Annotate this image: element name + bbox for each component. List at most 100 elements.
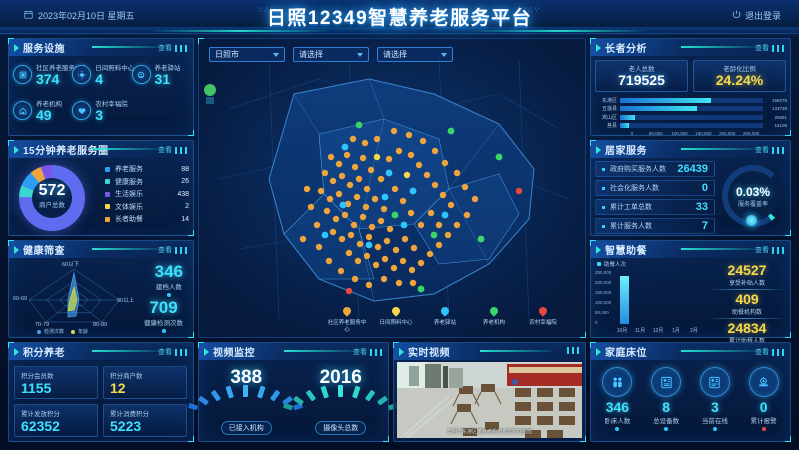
panel-home-service: 居家服务 查看 政府购买服务人数 26439 社会化服务人数 0 累计工单总数 33 …	[590, 140, 791, 236]
more-button[interactable]: 查看	[755, 245, 784, 255]
panel-header: 实时视频	[394, 343, 585, 360]
legend-value: 88	[181, 165, 189, 173]
legend-item[interactable]: 生活娱乐 438	[105, 188, 189, 201]
legend-item[interactable]: 健康服务 26	[105, 176, 189, 189]
more-button[interactable]: 查看	[755, 43, 784, 53]
power-icon	[732, 10, 741, 21]
map-city-select[interactable]: 日照市	[209, 47, 285, 62]
map-marker-highlight	[203, 83, 217, 110]
points-card[interactable]: 积分商户数 12	[103, 366, 187, 399]
points-card[interactable]: 积分会员数 1155	[14, 366, 98, 399]
header-bar: 2023年02月10日 星期五 ∵∴∵ ∵∴∵ 日照12349智慧养老服务平台 …	[0, 0, 799, 37]
panel-header: 家庭床位 查看	[591, 343, 790, 360]
card-value: 24.24%	[715, 72, 764, 88]
select-value: 日照市	[215, 50, 239, 59]
facility-item[interactable]: 日间照料中心 4	[72, 62, 134, 87]
home-service-list: 政府购买服务人数 26439 社会化服务人数 0 累计工单总数 33 累计服务人数 7	[591, 158, 719, 234]
more-label: 查看	[755, 45, 769, 52]
chevron-down-icon	[273, 52, 279, 57]
home-service-row[interactable]: 累计工单总数 33	[595, 199, 715, 215]
axis-tick: 150,000	[595, 290, 612, 295]
meal-stat: 409 助餐机构数	[708, 290, 786, 318]
video-caption: 已接入机构	[220, 421, 272, 435]
building-icon	[13, 65, 32, 84]
facility-item[interactable]: 农村幸福院 3	[72, 98, 131, 123]
facility-value: 4	[95, 71, 104, 87]
station-icon	[131, 65, 151, 84]
map-legend-item[interactable]: 日间照料中心	[376, 305, 416, 333]
map-markers[interactable]	[199, 39, 585, 337]
more-button[interactable]: 查看	[158, 347, 187, 357]
live-video-feed[interactable]: 日照市东港区某养老机构食堂实时画面	[397, 362, 582, 438]
more-label: 查看	[158, 349, 172, 356]
panel-title: 家庭床位	[605, 348, 647, 359]
axis-tick: 50,000	[595, 310, 609, 315]
radar-axis-label: 90以上	[117, 298, 135, 304]
stat-value: 24527	[727, 262, 767, 278]
legend-label: 健康服务	[115, 178, 143, 186]
bar-track	[620, 123, 763, 129]
triangle-icon	[399, 347, 404, 356]
bed-item[interactable]: 8 总设备数	[642, 367, 691, 431]
facility-item[interactable]: 社区养老服务中心 374	[13, 62, 88, 87]
donut-legend: 养老服务 88 健康服务 26 生活娱乐 438 文体娱乐 2 长者助餐 14	[105, 163, 189, 226]
more-button[interactable]: 查看	[755, 347, 784, 357]
video-value: 388	[230, 367, 263, 388]
legend-item: 检测次数	[37, 328, 64, 335]
map-legend-item[interactable]: 养老机构	[474, 305, 514, 333]
legend-item[interactable]: 文体娱乐 2	[105, 201, 189, 214]
gauge-label: 服务覆盖率	[737, 202, 768, 208]
more-label: 查看	[158, 147, 172, 154]
more-button[interactable]	[567, 347, 579, 354]
triangle-icon	[14, 43, 19, 52]
facilities-grid: 社区养老服务中心 374 日间照料中心 4 养老驿站 31 养老机构 49 农村幸福院 3	[9, 56, 193, 134]
panel-service-circle: 15分钟养老服务圈 查看 572 商户总数 养老服务 88 健康服务 26 生活娱乐…	[8, 140, 194, 236]
bullet-icon	[602, 167, 605, 171]
more-button[interactable]: 查看	[158, 145, 187, 155]
legend-item[interactable]: 长者助餐 14	[105, 213, 189, 226]
bed-label: 当前在线	[701, 418, 728, 425]
bed-item[interactable]: 346 卧床人数	[593, 367, 642, 431]
meal-stats: 24527 享受补贴人数 409 助餐机构数 24834 累计助餐人数	[708, 261, 786, 347]
panel-title: 服务设施	[23, 44, 65, 55]
points-card[interactable]: 累计发放积分 62352	[14, 404, 98, 437]
bar-label: 东港区	[601, 97, 617, 104]
more-button[interactable]: 查看	[755, 145, 784, 155]
facility-label: 社区养老服务中心	[36, 65, 88, 72]
map-legend-item[interactable]: 农村幸福院	[523, 305, 563, 333]
map-legend-item[interactable]: 社区养老服务中心	[327, 305, 367, 333]
map-legend-label: 养老机构	[482, 320, 505, 326]
more-button[interactable]: 查看	[353, 347, 382, 357]
legend-label: 长者助餐	[115, 216, 143, 224]
bed-item[interactable]: 3 当前在线	[691, 367, 740, 431]
row-value: 0	[701, 182, 708, 194]
arc-gauge	[188, 385, 304, 413]
stat-value: 409	[735, 291, 759, 307]
panel-title: 居家服务	[605, 146, 647, 157]
bed-item[interactable]: 0 累计报警	[739, 367, 788, 431]
map-type-select[interactable]: 请选择	[377, 47, 453, 62]
donut-chart: 572 商户总数	[19, 165, 97, 231]
points-label: 累计发放积分	[21, 411, 60, 418]
map-canvas[interactable]	[199, 39, 585, 337]
logout-button[interactable]: 退出登录	[732, 9, 781, 22]
home-service-row[interactable]: 政府购买服务人数 26439	[595, 161, 715, 177]
more-button[interactable]: 查看	[158, 245, 187, 255]
legend-item[interactable]: 养老服务 88	[105, 163, 189, 176]
more-button[interactable]: 查看	[158, 43, 187, 53]
axis-tick: 2月	[690, 328, 698, 334]
facility-item[interactable]: 养老驿站 31	[131, 62, 191, 87]
home-service-row[interactable]: 累计服务人数 7	[595, 218, 715, 234]
axis-tick: 0	[595, 320, 598, 325]
map-legend-label: 农村幸福院	[529, 320, 557, 326]
facility-item[interactable]: 养老机构 49	[13, 98, 72, 123]
map-panel[interactable]: 日照市 请选择 请选择 社区养老服务中心 日间照料中心 养老驿站 养老机构 农村…	[198, 38, 586, 338]
radar-axis-label: 80-89	[93, 322, 108, 328]
map-legend-item[interactable]: 养老驿站	[425, 305, 465, 333]
home-service-row[interactable]: 社会化服务人数 0	[595, 180, 715, 196]
map-district-select[interactable]: 请选择	[293, 47, 369, 62]
points-card[interactable]: 累计消费积分 5223	[103, 404, 187, 437]
elder-ratio-card: 老龄化比例 24.24%	[693, 60, 786, 92]
bed-value: 3	[710, 399, 719, 415]
